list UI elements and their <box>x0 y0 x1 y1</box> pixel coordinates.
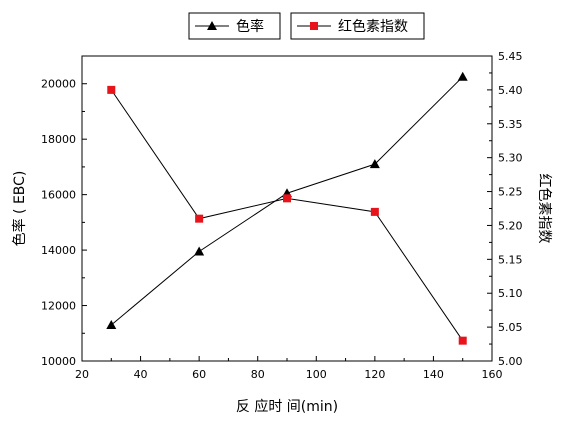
data-point-0 <box>194 246 205 256</box>
x-tick-label: 40 <box>134 368 148 381</box>
y-left-tick-label: 14000 <box>41 244 76 257</box>
y-right-axis-title: 红色素指数 <box>536 174 553 244</box>
y-left-tick-label: 16000 <box>41 189 76 202</box>
y-right-tick-label: 5.45 <box>498 50 523 63</box>
data-point-1 <box>107 85 116 94</box>
y-right-tick-label: 5.40 <box>498 84 523 97</box>
legend-marker <box>310 22 318 30</box>
y-right-tick-label: 5.00 <box>498 355 523 368</box>
data-point-1 <box>458 336 467 345</box>
legend-marker <box>207 21 217 30</box>
y-left-axis-title: 色率 ( EBC) <box>11 171 28 247</box>
data-point-0 <box>369 159 380 169</box>
y-right-tick-label: 5.10 <box>498 287 523 300</box>
y-left-tick-label: 12000 <box>41 300 76 313</box>
y-left-tick-label: 20000 <box>41 78 76 91</box>
x-tick-label: 60 <box>192 368 206 381</box>
series-line-1 <box>110 89 464 341</box>
y-right-tick-label: 5.05 <box>498 321 523 334</box>
x-tick-label: 100 <box>306 368 327 381</box>
data-point-1 <box>283 194 291 203</box>
y-left-tick-label: 18000 <box>41 133 76 146</box>
data-point-1 <box>195 214 204 223</box>
plot-frame <box>81 55 493 362</box>
y-left-tick-label: 10000 <box>41 355 76 368</box>
x-tick-label: 120 <box>364 368 385 381</box>
x-tick-label: 80 <box>251 368 265 381</box>
data-point-0 <box>457 71 468 81</box>
y-right-tick-label: 5.25 <box>498 186 523 199</box>
x-axis-title: 反 应时 间(min) <box>236 398 338 415</box>
x-tick-label: 140 <box>423 368 444 381</box>
y-right-tick-label: 5.20 <box>498 219 523 232</box>
legend-label: 红色素指数 <box>338 18 408 35</box>
y-right-tick-label: 5.30 <box>498 152 523 165</box>
data-point-1 <box>370 207 379 216</box>
x-tick-label: 20 <box>75 368 89 381</box>
legend-label: 色率 <box>236 18 264 35</box>
y-right-tick-label: 5.35 <box>498 118 523 131</box>
x-tick-label: 160 <box>482 368 503 381</box>
data-point-0 <box>106 319 117 329</box>
y-right-tick-label: 5.15 <box>498 253 523 266</box>
